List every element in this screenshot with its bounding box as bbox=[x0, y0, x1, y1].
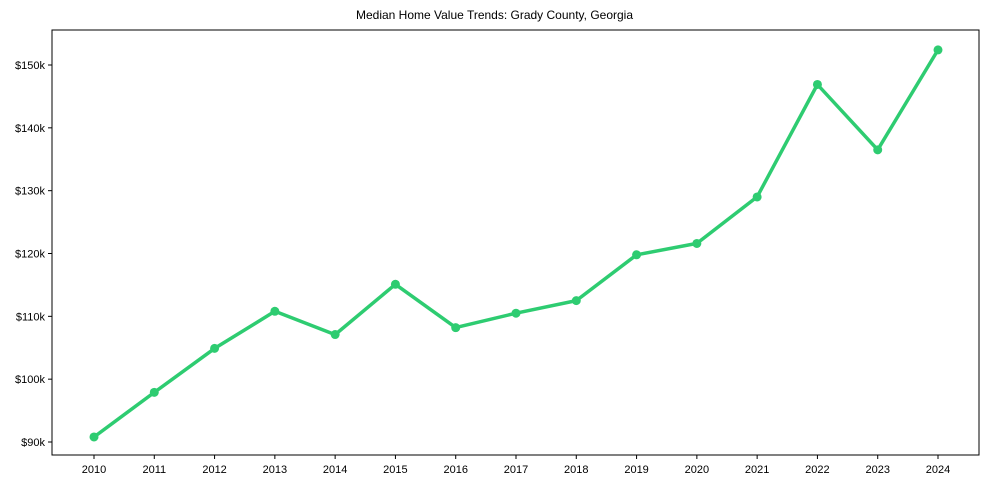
y-tick-label: $110k bbox=[16, 311, 46, 323]
x-axis: 2010 2011 2012 2013 2014 2015 2016 2017 2018 2019… bbox=[82, 455, 950, 476]
data-point-marker bbox=[632, 250, 642, 260]
x-tick-label: 2022 bbox=[805, 464, 829, 476]
data-point-marker bbox=[933, 45, 943, 55]
data-point-marker bbox=[89, 432, 99, 442]
x-tick-label: 2010 bbox=[82, 464, 106, 476]
chart-title: Median Home Value Trends: Grady County, … bbox=[355, 8, 634, 22]
y-tick-label: $120k bbox=[15, 249, 45, 261]
plot-border bbox=[51, 29, 980, 456]
y-tick-label: $150k bbox=[15, 60, 45, 72]
x-tick-label: 2023 bbox=[865, 464, 889, 476]
x-tick-label: 2019 bbox=[624, 464, 648, 476]
data-point-marker bbox=[571, 296, 581, 306]
data-point-marker bbox=[149, 387, 159, 397]
y-tick-label: $140k bbox=[15, 123, 45, 135]
data-point-marker bbox=[330, 330, 340, 340]
x-tick-label: 2024 bbox=[926, 464, 950, 476]
x-tick-label: 2015 bbox=[383, 464, 407, 476]
data-point-marker bbox=[692, 238, 702, 248]
x-tick-label: 2014 bbox=[323, 464, 347, 476]
x-tick-label: 2013 bbox=[263, 464, 287, 476]
x-tick-label: 2011 bbox=[142, 464, 166, 476]
y-axis: $90k $100k $110k $120k $130k $140k $150k bbox=[15, 60, 52, 449]
data-point-marker bbox=[752, 192, 762, 202]
data-point-marker bbox=[873, 145, 883, 155]
series-line bbox=[92, 48, 940, 439]
y-tick-label: $90k bbox=[21, 437, 45, 449]
data-series bbox=[89, 45, 943, 442]
data-point-marker bbox=[511, 308, 521, 318]
data-point-marker bbox=[210, 343, 220, 353]
plot-frame bbox=[51, 29, 980, 456]
x-tick-label: 2020 bbox=[685, 464, 709, 476]
x-tick-label: 2021 bbox=[745, 464, 769, 476]
data-point-marker bbox=[270, 306, 280, 316]
y-tick-label: $130k bbox=[15, 186, 45, 198]
data-point-marker bbox=[451, 323, 461, 333]
x-tick-label: 2018 bbox=[564, 464, 588, 476]
x-tick-label: 2016 bbox=[443, 464, 467, 476]
x-tick-label: 2017 bbox=[504, 464, 528, 476]
data-point-marker bbox=[390, 279, 400, 289]
data-point-marker bbox=[812, 79, 822, 89]
y-tick-label: $100k bbox=[15, 374, 45, 386]
x-tick-label: 2012 bbox=[202, 464, 226, 476]
